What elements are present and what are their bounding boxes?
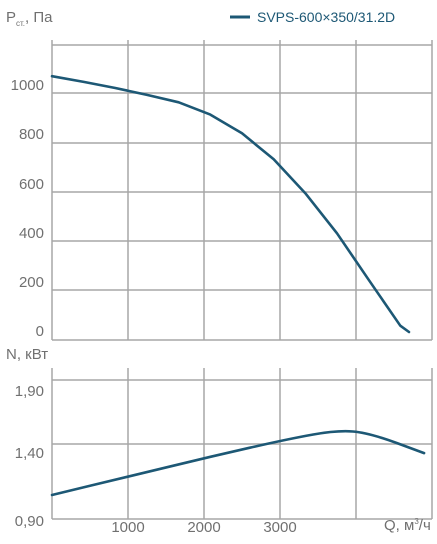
flow-axis-superscript: 3: [414, 517, 419, 526]
pressure-tick-label: 800: [19, 126, 44, 143]
legend-label: SVPS-600×350/31.2D: [257, 9, 395, 25]
flow-axis-label: Q, м3/ч: [384, 517, 431, 534]
flow-axis-unit: /ч: [419, 517, 431, 534]
pressure-tick-label: 400: [19, 225, 44, 242]
pressure-tick-label: 600: [19, 176, 44, 193]
power-curve: [50, 429, 426, 497]
pressure-axis-label: Pст., Па: [6, 9, 53, 28]
power-tick-label: 0,90: [15, 513, 44, 530]
flow-tick-label: 3000: [263, 519, 296, 536]
flow-tick-label: 1000: [111, 519, 144, 536]
power-tick-label: 1,90: [15, 383, 44, 400]
pressure-curve: [50, 74, 411, 334]
power-grid: [51, 368, 433, 520]
pressure-tick-label: 200: [19, 274, 44, 291]
pressure-grid: [51, 40, 433, 341]
flow-tick-label: 2000: [187, 519, 220, 536]
pressure-tick-label: 0: [36, 323, 44, 340]
power-tick-label: 1,40: [15, 445, 44, 462]
power-tick-labels: 0,90 1,40 1,90 1000 2000 3000: [15, 383, 297, 536]
power-series: [50, 429, 426, 497]
pressure-axis-subscript: ст.: [16, 19, 25, 28]
flow-axis-symbol: Q, м: [384, 517, 414, 534]
pressure-tick-labels: 0 200 400 600 800 1000: [11, 77, 44, 340]
pressure-axis-symbol: P: [6, 9, 16, 26]
power-axis-label: N, кВт: [6, 346, 48, 363]
legend: SVPS-600×350/31.2D: [230, 9, 395, 25]
pressure-tick-label: 1000: [11, 77, 44, 94]
pressure-axis-unit: , Па: [25, 9, 53, 26]
pressure-series: [50, 74, 411, 334]
